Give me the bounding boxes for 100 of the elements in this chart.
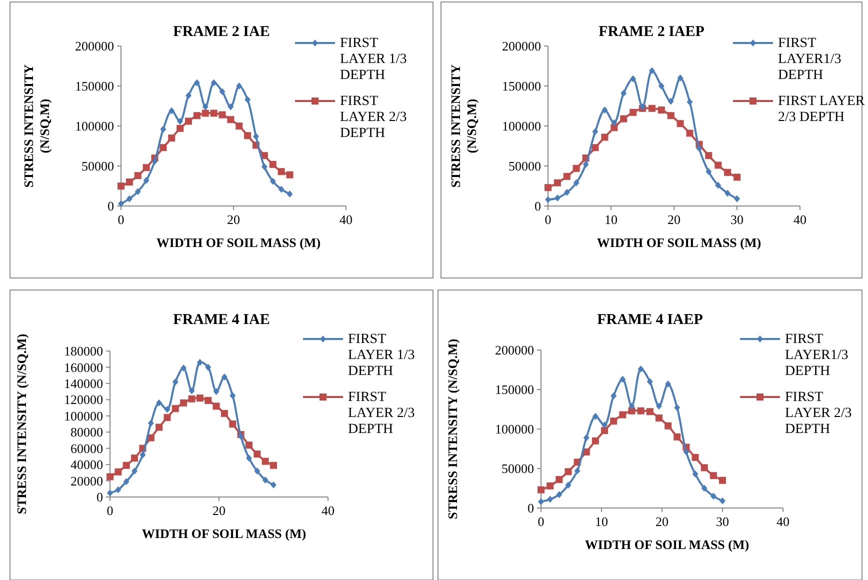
point [176, 124, 184, 132]
point [262, 458, 269, 465]
point [538, 486, 544, 494]
y-tick-label: 0 [96, 490, 103, 505]
y-tick-label: 0 [108, 198, 114, 214]
y-tick-label: 80000 [70, 424, 103, 440]
point [193, 112, 200, 120]
point [202, 103, 208, 110]
point [186, 92, 192, 100]
x-tick-label: 40 [340, 212, 352, 227]
point [610, 124, 618, 132]
point [152, 158, 158, 165]
legend-label: FIRST LAYER1/3 DEPTH [778, 36, 842, 83]
point [611, 119, 618, 126]
point [270, 178, 276, 185]
x-tick-label: 20 [227, 212, 240, 227]
point [180, 364, 187, 372]
point [686, 130, 694, 137]
point [714, 162, 722, 169]
point [270, 481, 276, 488]
y-tick-label: 140000 [64, 376, 103, 391]
x-tick-label: 30 [716, 514, 729, 529]
y-tick-label: 150000 [502, 78, 541, 94]
y-tick-label: 150000 [495, 382, 534, 398]
legend-label: FIRST LAYER 2/3 DEPTH [340, 94, 407, 141]
point [122, 462, 130, 469]
point [701, 484, 708, 492]
point [196, 394, 204, 402]
y-tick-label: 20000 [70, 473, 103, 488]
point [278, 168, 285, 176]
point [674, 433, 681, 440]
x-tick-label: 10 [604, 212, 618, 227]
point [638, 365, 644, 372]
point [131, 454, 138, 462]
point [683, 448, 690, 456]
y-tick-label: 150000 [75, 78, 114, 94]
point [126, 195, 132, 202]
point [620, 90, 627, 97]
y-tick-label: 120000 [64, 392, 103, 408]
point [205, 364, 212, 371]
point [563, 172, 570, 180]
point [245, 442, 252, 449]
point [545, 196, 551, 204]
point [148, 420, 154, 427]
point [126, 178, 133, 186]
point [134, 188, 141, 196]
point [220, 410, 228, 417]
point [667, 112, 674, 120]
point [194, 79, 200, 86]
point [168, 134, 176, 142]
point [610, 392, 617, 400]
point [637, 407, 644, 414]
x-tick-label: 30 [730, 212, 744, 227]
point [244, 96, 251, 104]
x-tick-label: 0 [118, 212, 124, 227]
point [544, 184, 552, 192]
point [646, 378, 653, 386]
point [227, 116, 234, 124]
y-tick-label: 60000 [70, 440, 103, 456]
point [219, 88, 226, 96]
point [619, 411, 626, 418]
x-axis-title: WIDTH OF SOIL MASS (M) [142, 526, 306, 541]
x-axis-title: WIDTH OF SOIL MASS (M) [156, 235, 321, 250]
y-axis-title: STRESS INTENSITY (N/SQ.M) [448, 64, 479, 188]
point [630, 75, 636, 82]
point [734, 174, 740, 181]
point [228, 103, 234, 110]
point [142, 164, 150, 172]
y-tick-label: 50000 [502, 461, 534, 476]
point [646, 408, 654, 416]
y-tick-label: 100000 [495, 422, 534, 437]
point [565, 482, 572, 489]
point [164, 406, 170, 413]
point [172, 405, 179, 412]
point [213, 388, 220, 396]
point [692, 454, 699, 461]
x-tick-label: 20 [656, 514, 668, 529]
y-axis-title: STRESS INTENSITY (N/SQ.M) [21, 64, 52, 188]
y-tick-label: 160000 [64, 360, 103, 375]
point [134, 172, 142, 180]
point [628, 407, 636, 414]
point [582, 448, 590, 456]
point [592, 144, 599, 152]
x-axis-title: WIDTH OF SOIL MASS (M) [584, 537, 750, 552]
point [665, 380, 672, 388]
point [254, 468, 260, 475]
point [658, 82, 664, 90]
point [212, 402, 220, 410]
y-tick-label: 100000 [502, 118, 541, 134]
point [554, 179, 561, 186]
point [677, 74, 684, 82]
y-tick-label: 40000 [70, 457, 103, 472]
legend-label: FIRST LAYER 1/3 DEPTH [340, 36, 407, 83]
point [592, 128, 598, 136]
point [118, 182, 124, 190]
y-tick-label: 200000 [75, 38, 114, 54]
legend-label: FIRST LAYER 1/3 DEPTH [348, 332, 415, 379]
point [620, 115, 628, 122]
point [236, 122, 243, 130]
point [700, 464, 708, 472]
